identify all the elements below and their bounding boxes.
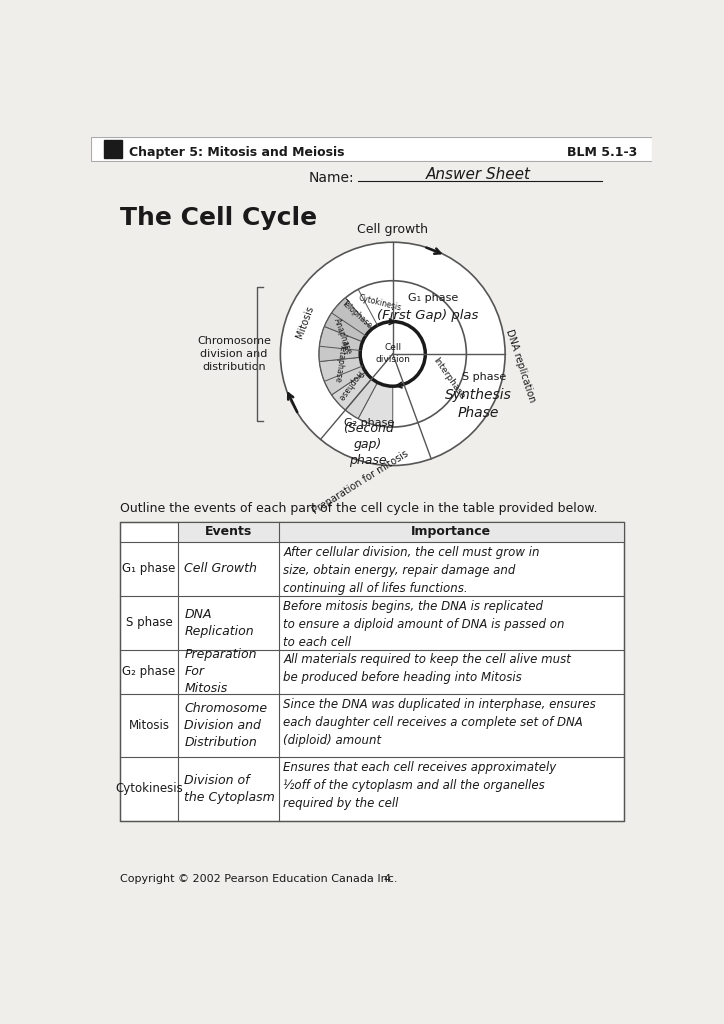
Text: (First Gap) plas: (First Gap) plas [377, 309, 479, 322]
Text: Preparation for mitosis: Preparation for mitosis [311, 449, 410, 516]
Text: Cell growth: Cell growth [357, 223, 429, 237]
Text: Events: Events [205, 525, 252, 539]
Wedge shape [319, 327, 363, 361]
Text: Anaphase: Anaphase [332, 316, 353, 355]
Text: Prophase: Prophase [336, 368, 364, 401]
Text: Name:: Name: [308, 171, 354, 185]
Text: The Cell Cycle: The Cell Cycle [120, 206, 317, 230]
Wedge shape [332, 372, 377, 419]
Text: Cell Growth: Cell Growth [185, 562, 257, 575]
Text: Synthesis
Phase: Synthesis Phase [445, 388, 511, 420]
Text: Cell
division: Cell division [375, 343, 411, 365]
Text: Before mitosis begins, the DNA is replicated
to ensure a diploid amount of DNA i: Before mitosis begins, the DNA is replic… [284, 599, 565, 648]
Text: Ensures that each cell receives approximately
½off of the cytoplasm and all the : Ensures that each cell receives approxim… [284, 761, 557, 810]
Circle shape [361, 322, 425, 386]
Text: Preparation
For
Mitosis: Preparation For Mitosis [185, 648, 257, 695]
Wedge shape [324, 298, 372, 342]
Text: G₁ phase: G₁ phase [122, 562, 176, 575]
Text: S phase: S phase [126, 616, 172, 629]
Text: Interphase: Interphase [431, 356, 466, 401]
Bar [90, 137, 652, 162]
Text: BLM 5.1-3: BLM 5.1-3 [568, 145, 638, 159]
Text: Answer Sheet: Answer Sheet [426, 167, 531, 182]
Text: All materials required to keep the cell alive must
be produced before heading in: All materials required to keep the cell … [284, 653, 571, 684]
Text: Mitosis: Mitosis [295, 304, 316, 340]
Text: Since the DNA was duplicated in interphase, ensures
each daughter cell receives : Since the DNA was duplicated in interpha… [284, 698, 597, 748]
Text: After cellular division, the cell must grow in
size, obtain energy, repair damag: After cellular division, the cell must g… [284, 546, 540, 595]
Bar [120, 522, 623, 820]
Text: Copyright © 2002 Pearson Education Canada Inc.: Copyright © 2002 Pearson Education Canad… [120, 874, 397, 884]
Text: DNA replication: DNA replication [504, 328, 537, 403]
Text: Importance: Importance [411, 525, 492, 539]
Text: Telophase: Telophase [340, 299, 374, 331]
Text: Chromosome
division and
distribution: Chromosome division and distribution [197, 336, 271, 372]
Text: S phase: S phase [462, 372, 506, 382]
Bar [90, 137, 652, 162]
Wedge shape [319, 357, 366, 395]
Text: G₂ phase: G₂ phase [122, 666, 176, 678]
Text: Chromosome
Division and
Distribution: Chromosome Division and Distribution [185, 702, 267, 750]
Text: 4: 4 [383, 874, 390, 884]
Text: Cytokinesis: Cytokinesis [358, 293, 403, 312]
Text: Outline the events of each part of the cell cycle in the table provided below.: Outline the events of each part of the c… [120, 503, 597, 515]
Wedge shape [358, 382, 392, 427]
Text: G₁ phase: G₁ phase [408, 294, 458, 303]
Text: DNA
Replication: DNA Replication [185, 607, 254, 638]
Text: Mitosis: Mitosis [129, 719, 169, 732]
Bar [104, 140, 122, 159]
Text: Metaphase: Metaphase [333, 340, 348, 383]
Text: Chapter 5: Mitosis and Meiosis: Chapter 5: Mitosis and Meiosis [130, 145, 345, 159]
Text: (Second
gap)
phase: (Second gap) phase [342, 422, 393, 467]
Text: Cytokinesis: Cytokinesis [115, 782, 183, 796]
Text: Division of
the Cytoplasm: Division of the Cytoplasm [185, 774, 275, 804]
Circle shape [280, 243, 505, 466]
Bar [178, 522, 623, 542]
Text: G₂ phase: G₂ phase [345, 418, 395, 428]
Circle shape [319, 281, 466, 427]
